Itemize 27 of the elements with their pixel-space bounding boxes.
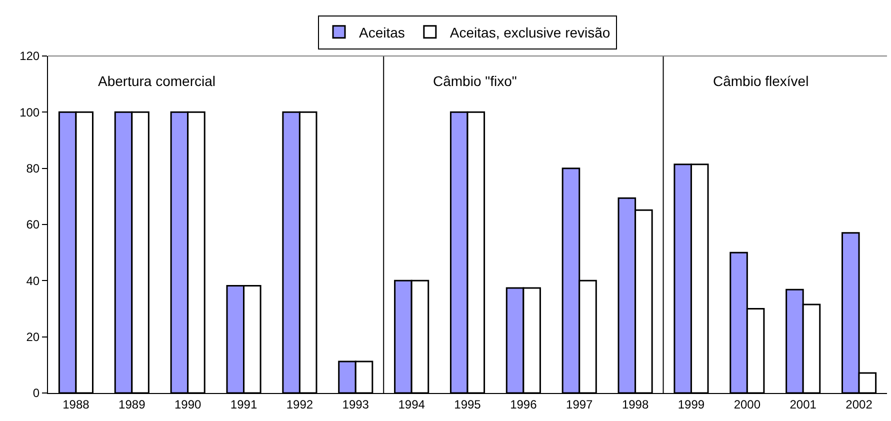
y-tick-label: 0 [32, 386, 40, 400]
annotation: Câmbio flexível [713, 73, 809, 89]
annotation: Abertura comercial [98, 73, 216, 89]
x-tick-label: 1993 [342, 397, 370, 412]
x-tick-label: 1996 [510, 397, 538, 412]
x-tick-label: 1997 [566, 397, 594, 412]
annotation: Câmbio "fixo" [433, 73, 517, 89]
x-tick-label: 1994 [398, 397, 426, 412]
x-tick-label: 1991 [230, 397, 258, 412]
x-tick-label: 2001 [790, 397, 817, 412]
x-tick-label: 1999 [678, 397, 705, 412]
x-tick-label: 1998 [622, 397, 649, 412]
x-tick-label: 2000 [734, 397, 761, 412]
y-tick-label: 40 [26, 274, 40, 288]
y-tick-label: 60 [26, 218, 40, 232]
x-tick-label: 2002 [846, 397, 873, 412]
x-tick-label: 1995 [454, 397, 482, 412]
legend-label: Aceitas, exclusive revisão [450, 24, 610, 40]
legend-label: Aceitas [359, 24, 405, 40]
x-tick-label: 1989 [118, 397, 146, 412]
x-tick-label: 1992 [286, 397, 314, 412]
y-tick-label: 20 [26, 330, 40, 344]
y-tick-label: 100 [20, 105, 40, 120]
y-tick-label: 80 [26, 162, 40, 176]
y-tick-label: 120 [20, 49, 40, 64]
x-tick-label: 1988 [62, 397, 90, 412]
x-tick-label: 1990 [174, 397, 202, 412]
